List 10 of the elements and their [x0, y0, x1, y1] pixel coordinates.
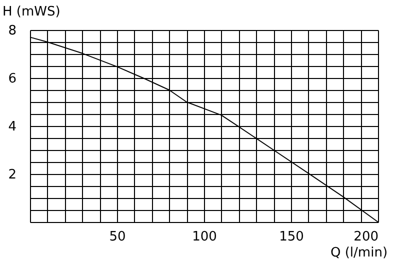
- y-tick-label: 6: [8, 72, 16, 86]
- x-tick-label: 100: [192, 230, 217, 244]
- x-tick-label: 150: [279, 230, 304, 244]
- y-tick-label: 8: [8, 24, 16, 38]
- y-axis-title: H (mWS): [2, 4, 60, 20]
- y-tick-label: 2: [8, 168, 16, 182]
- x-axis-title: Q (l/min): [330, 246, 388, 260]
- y-tick-label: 4: [8, 120, 16, 134]
- x-tick-label: 200: [354, 230, 378, 244]
- x-tick-label: 50: [109, 230, 126, 244]
